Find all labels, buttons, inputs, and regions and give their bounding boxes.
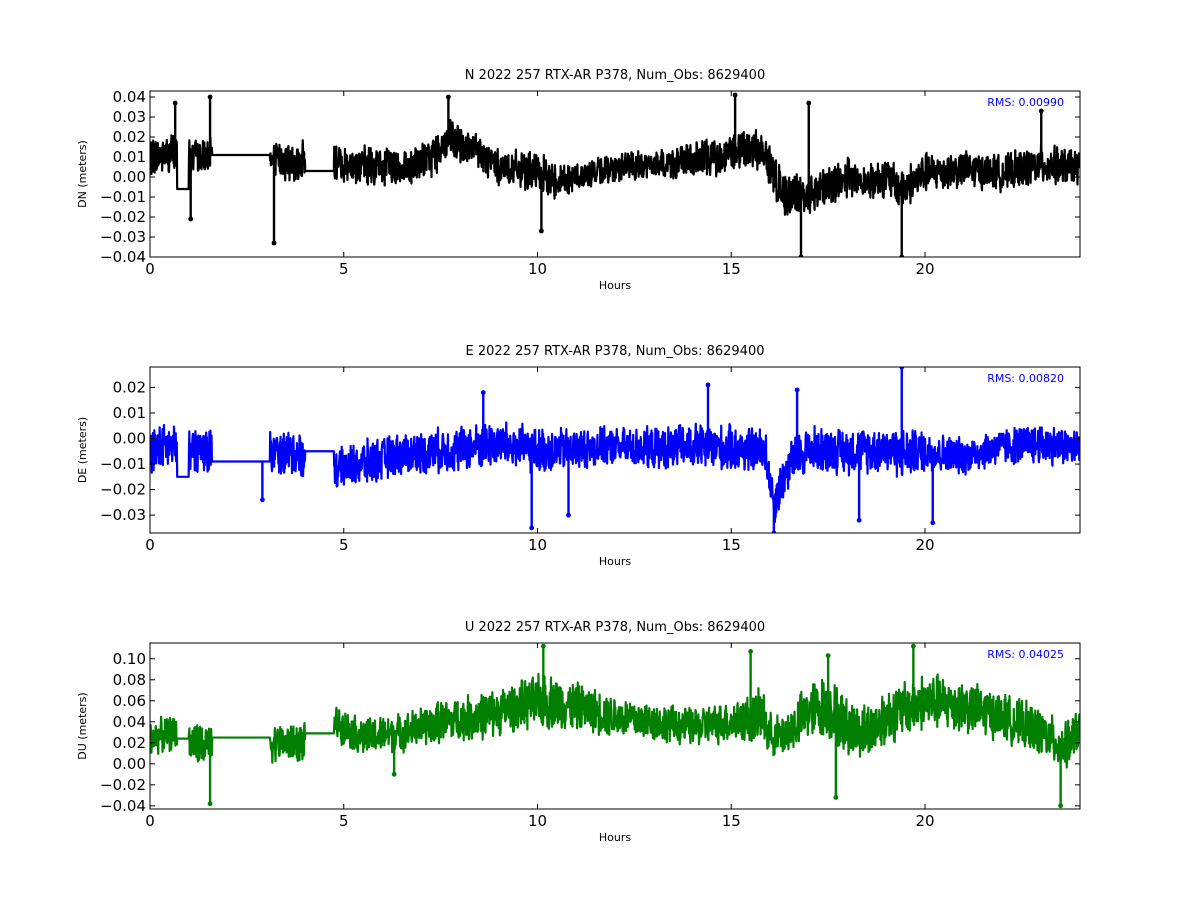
up-spike-point (540, 643, 546, 649)
east-x-tick-label: 10 (528, 536, 547, 554)
east-y-tick-label: 0.00 (113, 430, 146, 448)
up-y-tick-label: −0.04 (100, 797, 146, 815)
up-x-tick-label: 20 (915, 812, 934, 830)
east-spike-point (705, 382, 711, 388)
north-x-tick-label: 15 (722, 260, 741, 278)
up-y-tick-label: 0.08 (113, 671, 146, 689)
north-y-tick-label: −0.04 (100, 248, 146, 266)
east-x-tick-label: 20 (915, 536, 934, 554)
up-spike-point (207, 801, 213, 807)
north-y-tick-label: 0.04 (113, 88, 146, 106)
north-rms-annotation: RMS: 0.00990 (987, 96, 1064, 109)
north-x-tick-label: 5 (339, 260, 349, 278)
up-chart-title: U 2022 257 RTX-AR P378, Num_Obs: 8629400 (465, 620, 765, 635)
east-data (150, 367, 1080, 533)
north-spike-point (1038, 108, 1044, 114)
up-y-tick-label: 0.02 (113, 734, 146, 752)
up-x-tick-label: 0 (145, 812, 155, 830)
east-spike-point (771, 530, 777, 533)
up-rms-annotation: RMS: 0.04025 (987, 648, 1064, 661)
up-axes-frame (149, 642, 1081, 810)
up-y-tick-label: 0.04 (113, 713, 146, 731)
up-y-tick-label: 0.10 (113, 650, 146, 668)
north-x-tick-label: 10 (528, 260, 547, 278)
up-data (150, 643, 1080, 809)
north-y-tick-label: −0.02 (100, 208, 146, 226)
east-axes-frame (149, 366, 1081, 534)
north-panel: 0 5 10 15 20 −0.04 −0.03 −0.02 −0.01 0.00 0.01 0.02… (76, 68, 1081, 292)
east-spike-point (794, 387, 800, 393)
east-series-line (150, 421, 1080, 524)
up-spike-point (833, 795, 839, 800)
up-y-tick-label: −0.02 (100, 776, 146, 794)
east-spike-point (856, 517, 862, 523)
north-axes-frame (149, 90, 1081, 258)
north-spike-point (798, 254, 804, 257)
north-chart-title: N 2022 257 RTX-AR P378, Num_Obs: 8629400 (465, 68, 765, 83)
north-y-tick-label: −0.01 (100, 188, 146, 206)
up-y-axis-label: DU (meters) (76, 692, 89, 759)
up-series-line (150, 672, 1080, 769)
north-x-tick-label: 0 (145, 260, 155, 278)
east-spike-point (930, 520, 936, 526)
east-spike-point (480, 390, 486, 395)
up-x-tick-label: 5 (339, 812, 349, 830)
east-rms-annotation: RMS: 0.00820 (987, 372, 1064, 385)
north-y-axis-label: DN (meters) (76, 140, 89, 208)
east-x-axis-label: Hours (599, 555, 631, 568)
up-spike-point (1058, 803, 1064, 809)
east-y-axis-label: DE (meters) (76, 417, 89, 483)
east-chart-title: E 2022 257 RTX-AR P378, Num_Obs: 8629400 (466, 344, 765, 359)
east-spike-point (529, 525, 535, 531)
north-spike-point (806, 100, 812, 106)
north-spike-point (538, 228, 544, 234)
east-y-tick-label: 0.02 (113, 378, 146, 396)
up-spike-point (391, 771, 397, 777)
north-spike-point (899, 254, 905, 257)
up-x-axis-label: Hours (599, 831, 631, 844)
north-x-axis-label: Hours (599, 279, 631, 292)
north-spike-point (207, 94, 213, 100)
east-x-tick-label: 5 (339, 536, 349, 554)
east-y-tick-label: 0.01 (113, 404, 146, 422)
east-spike-point (899, 367, 905, 370)
east-y-tick-label: −0.02 (100, 481, 146, 499)
up-spike-point (910, 643, 916, 649)
north-data (150, 92, 1080, 257)
north-spike-point (188, 216, 194, 222)
east-y-tick-label: −0.01 (100, 455, 146, 473)
north-y-tick-label: 0.02 (113, 128, 146, 146)
up-x-tick-label: 15 (722, 812, 741, 830)
up-spike-point (748, 649, 754, 654)
east-x-tick-label: 0 (145, 536, 155, 554)
up-panel: 0 5 10 15 20 −0.04 −0.02 0.00 0.02 0.04 0.06 0.08 0.… (76, 620, 1081, 844)
north-y-tick-label: 0.01 (113, 148, 146, 166)
east-x-tick-label: 15 (722, 536, 741, 554)
north-spike-point (732, 92, 738, 98)
north-series-line (150, 118, 1080, 216)
east-spike-point (566, 512, 571, 518)
north-y-tick-label: −0.03 (100, 228, 146, 246)
up-y-tick-label: 0.06 (113, 692, 146, 710)
north-y-tick-label: 0.00 (113, 168, 146, 186)
up-spike-point (825, 653, 831, 659)
north-spike-point (172, 100, 178, 106)
up-x-tick-label: 10 (528, 812, 547, 830)
up-y-tick-label: 0.00 (113, 755, 146, 773)
north-spike-point (271, 240, 277, 246)
east-panel: 0 5 10 15 20 −0.03 −0.02 −0.01 0.00 0.01 0.02 E 202… (76, 344, 1081, 568)
east-spike-point (259, 497, 265, 503)
north-spike-point (445, 94, 451, 100)
east-y-tick-label: −0.03 (100, 506, 146, 524)
north-y-tick-label: 0.03 (113, 108, 146, 126)
north-x-tick-label: 20 (915, 260, 934, 278)
